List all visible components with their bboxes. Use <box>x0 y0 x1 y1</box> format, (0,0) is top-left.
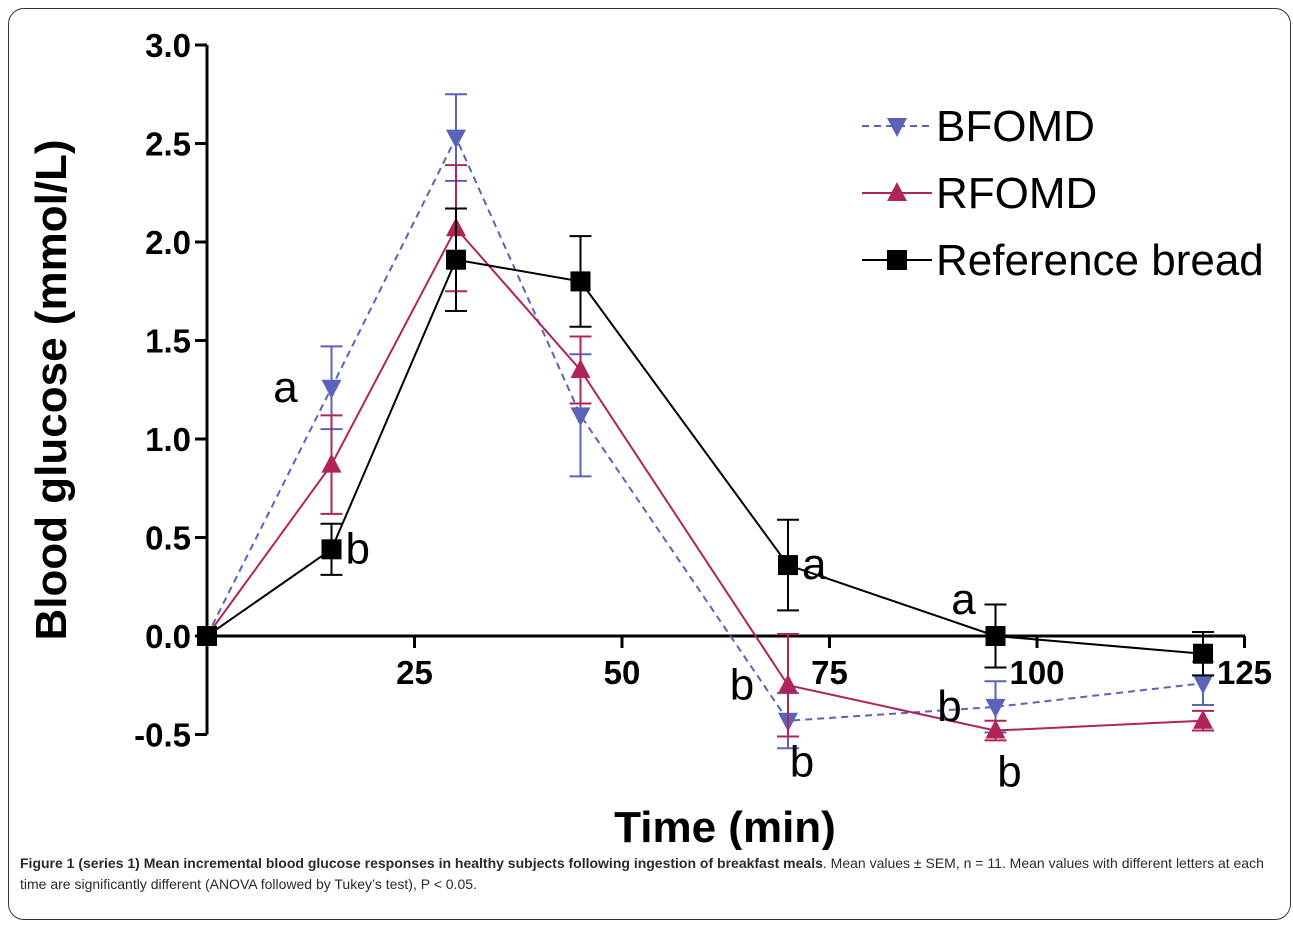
data-point-triangle-up <box>985 719 1006 739</box>
y-tick-label: -0.5 <box>134 717 191 754</box>
legend-entry: Reference bread <box>862 236 1264 285</box>
series-line <box>206 258 1204 655</box>
legend: BFOMD RFOMD Reference bread <box>862 102 1264 285</box>
x-axis-title: Time (min) <box>614 803 836 850</box>
data-point-square <box>570 271 591 292</box>
significance-letter: b <box>346 524 370 573</box>
x-tick-label: 125 <box>1217 654 1272 691</box>
data-point-triangle-down <box>887 118 907 137</box>
legend-entry: RFOMD <box>862 169 1097 218</box>
x-tick-label: 100 <box>1009 654 1064 691</box>
line-chart: -0.5 0.0 0.5 1.0 1.5 2.0 2.5 3.0 25 50 75 100 125 a b… <box>27 27 1272 850</box>
significance-letter: a <box>273 363 298 412</box>
data-point-square <box>1193 643 1213 664</box>
axes: -0.5 0.0 0.5 1.0 1.5 2.0 2.5 3.0 25 50 75 100 125 <box>134 27 1272 754</box>
data-point-square <box>321 539 342 560</box>
caption-title: Figure 1 (series 1) Mean incremental blo… <box>20 855 823 871</box>
caption-body: . Mean values ± SEM, n = 11. Mean values… <box>20 855 1264 892</box>
significance-letter: b <box>730 660 754 709</box>
data-point-triangle-down <box>985 698 1006 718</box>
figure-caption: Figure 1 (series 1) Mean incremental blo… <box>20 853 1278 895</box>
legend-label: RFOMD <box>936 169 1097 218</box>
legend-label: BFOMD <box>936 102 1095 151</box>
significance-letter: b <box>997 748 1021 797</box>
figure-frame <box>8 8 1291 920</box>
data-point-square <box>985 626 1006 646</box>
data-point-triangle-up <box>1193 709 1213 729</box>
data-point-square <box>197 626 217 646</box>
x-tick-label: 75 <box>811 654 848 691</box>
legend-entry: BFOMD <box>862 102 1095 151</box>
data-point-triangle-down <box>446 129 466 149</box>
data-point-square <box>778 555 798 576</box>
y-tick-label: 2.5 <box>145 126 191 163</box>
series-line <box>206 135 1204 722</box>
data-point-triangle-down <box>570 407 591 427</box>
significance-letter: b <box>790 738 814 787</box>
y-tick-label: 2.0 <box>145 224 191 261</box>
y-tick-label: 0.0 <box>145 618 191 655</box>
data-point-square <box>446 249 466 270</box>
significance-letter: a <box>802 540 827 589</box>
significance-letter: b <box>937 682 961 731</box>
x-tick-label: 25 <box>396 654 433 691</box>
significance-letter: a <box>951 575 976 624</box>
y-axis-title: Blood glucose (mmol/L) <box>27 139 76 640</box>
legend-label: Reference bread <box>936 236 1264 285</box>
data-point-square <box>887 250 907 270</box>
y-tick-label: 1.5 <box>145 323 191 360</box>
x-tick-label: 50 <box>604 654 641 691</box>
data-point-triangle-up <box>887 182 907 201</box>
data-point-triangle-up <box>321 453 342 473</box>
data-point-triangle-up <box>778 674 798 694</box>
y-tick-label: 1.0 <box>145 421 191 458</box>
series-reference-bread <box>197 207 1214 677</box>
data-point-triangle-down <box>1193 675 1213 695</box>
data-point-triangle-up <box>570 359 591 379</box>
y-tick-label: 0.5 <box>145 520 191 557</box>
data-point-triangle-down <box>321 379 342 399</box>
y-tick-label: 3.0 <box>145 27 191 64</box>
series-layer <box>197 93 1214 750</box>
